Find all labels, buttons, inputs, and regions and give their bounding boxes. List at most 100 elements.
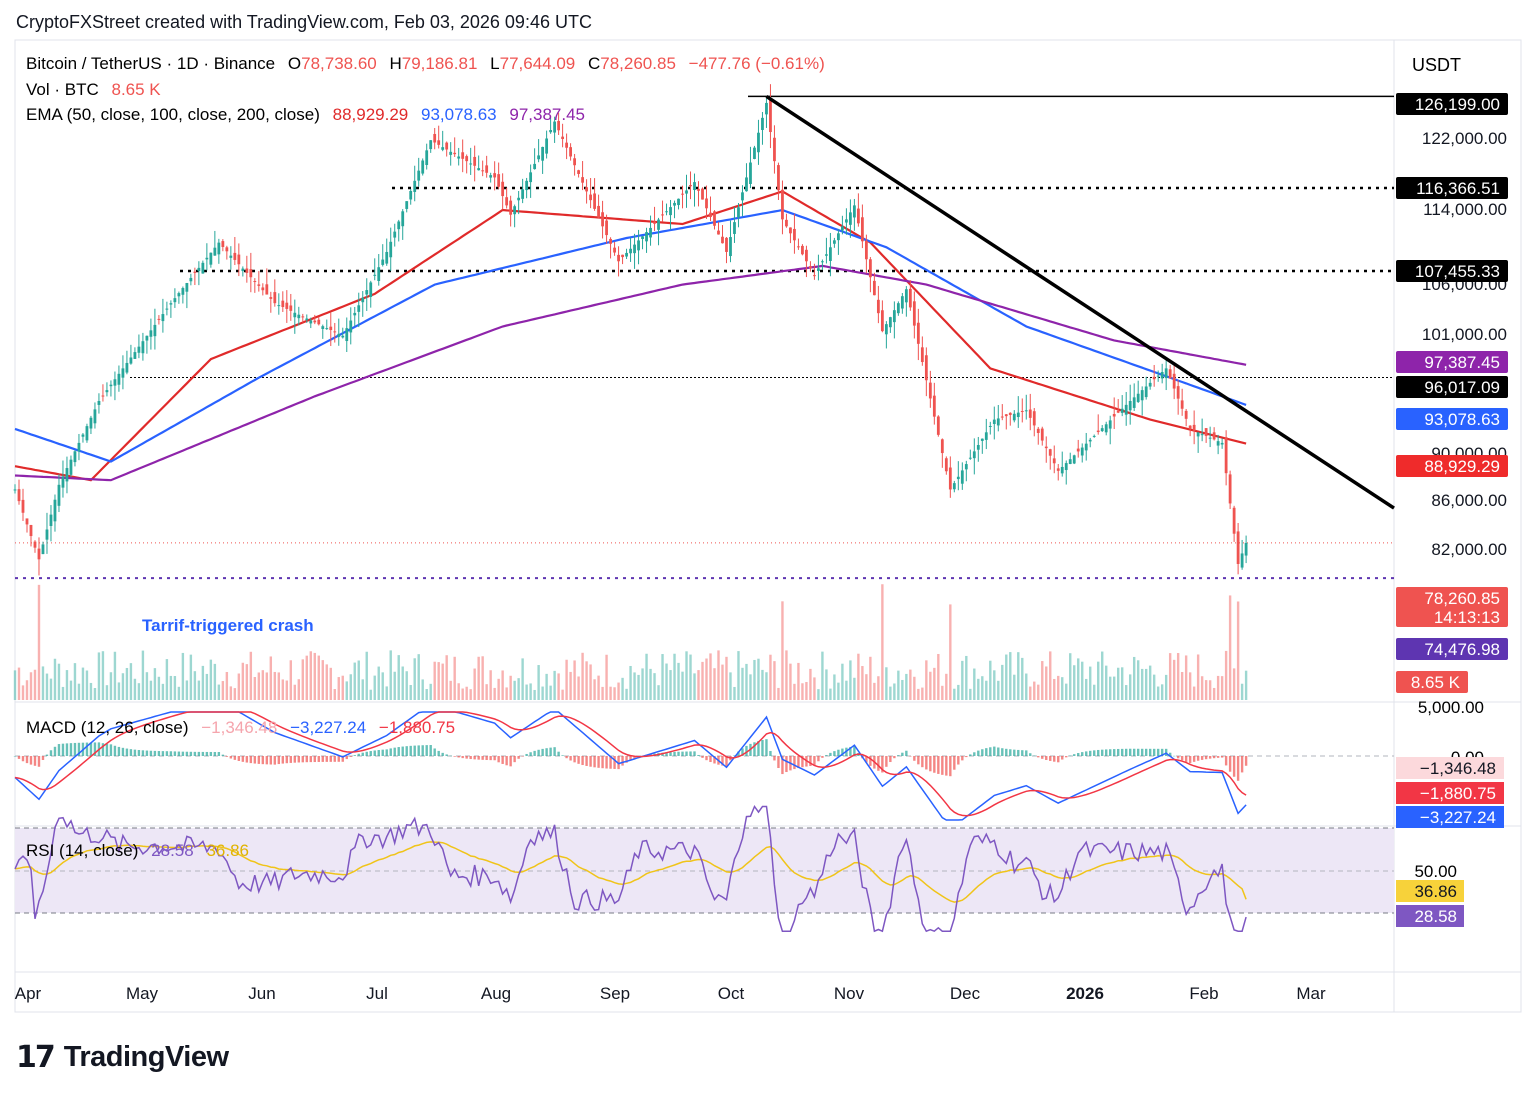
macd-hist-bar [461, 756, 464, 759]
candle [1080, 447, 1084, 456]
descending-trendline[interactable] [765, 94, 1395, 510]
candle [469, 163, 473, 165]
volume-bar [1085, 678, 1088, 700]
macd-hist-bar [965, 756, 968, 758]
price-label: 126,199.00 [1415, 95, 1500, 114]
rsi-legend: RSI (14, close) 28.58 36.86 [26, 841, 249, 860]
volume-bar [961, 660, 964, 700]
macd-hist-bar [473, 756, 476, 760]
candle [541, 146, 545, 161]
macd-hist-bar [17, 756, 21, 759]
price-label-bg [1396, 408, 1508, 430]
candle [1076, 448, 1080, 452]
macd-legend: MACD (12, 26, close) −1,346.48 −3,227.24… [26, 718, 455, 737]
macd-hist-bar [89, 742, 93, 756]
price-label-bg [1396, 93, 1508, 115]
macd-hist-bar [829, 752, 832, 756]
macd-hist-bar [897, 755, 900, 756]
macd-hist-bar [405, 746, 408, 756]
volume-bar [989, 660, 992, 700]
macd-hist-bar [941, 756, 944, 775]
volume-bar [1244, 670, 1248, 700]
volume-bar [217, 684, 221, 700]
macd-hist-bar [109, 744, 113, 756]
volume-bar [745, 663, 748, 700]
ema-lines [14, 190, 1247, 482]
volume-bar [809, 668, 812, 700]
volume-bar [309, 651, 312, 700]
macd-hist-bar [317, 756, 320, 762]
volume-bar [701, 661, 704, 700]
volume-bar [957, 684, 960, 700]
volume-bar [245, 664, 249, 700]
macd-hist-bar [481, 756, 484, 760]
candle [145, 335, 149, 341]
candle [932, 395, 936, 417]
volume-bar [273, 671, 277, 700]
volume-bar [965, 655, 968, 700]
legend-line-3: EMA (50, close, 100, close, 200, close) … [26, 105, 585, 124]
price-label: 78,260.85 [1424, 589, 1500, 608]
volume-bar [1057, 675, 1060, 700]
macd-hist-bar [1156, 748, 1160, 756]
macd-hist-bar [1005, 748, 1008, 756]
candle [493, 173, 497, 178]
volume-bar [849, 660, 852, 700]
volume-bar [401, 666, 404, 700]
volume-bar [769, 654, 772, 700]
tradingview-logo[interactable]: 17 TradingView [16, 1040, 229, 1075]
candle [1236, 531, 1240, 564]
macd-hist-bar [525, 753, 528, 756]
macd-hist-bar [1228, 756, 1232, 772]
candle [93, 409, 97, 424]
time-axis[interactable]: Apr May Jun Jul Aug Sep Oct Nov Dec 2026 Feb Mar [15, 984, 1326, 1003]
candle [685, 190, 688, 194]
volume-bar [1224, 650, 1228, 700]
candle [876, 299, 880, 314]
macd-hist-bar [633, 756, 636, 759]
time-label: Jul [366, 984, 388, 1003]
volume-bar [725, 656, 728, 700]
volume-bar [981, 676, 984, 700]
candle [501, 181, 505, 197]
volume-bar [605, 654, 608, 700]
candle [952, 483, 956, 490]
volume-bar [365, 651, 368, 700]
currency-label[interactable]: USDT [1412, 55, 1461, 75]
candle [213, 247, 217, 256]
candle [61, 476, 65, 488]
candle [1020, 410, 1024, 412]
volume-bar [333, 689, 336, 700]
candle [1108, 420, 1112, 429]
macd-hist-bar [809, 756, 812, 767]
volume-bar [601, 686, 604, 700]
volume-bar [549, 685, 552, 700]
volume-bar [305, 655, 308, 700]
candle [765, 102, 768, 115]
candle [833, 240, 836, 244]
volume-bar [261, 670, 265, 700]
volume-bar [1097, 661, 1100, 700]
macd-hist-bar [689, 751, 692, 756]
macd-hist-bar [909, 756, 912, 757]
macd-hist-bar [297, 756, 300, 763]
volume-bar [1053, 678, 1056, 700]
candle [73, 451, 77, 463]
candle [733, 222, 736, 234]
open-value: 78,738.60 [301, 54, 377, 73]
candle [1100, 428, 1104, 432]
macd-hist-bar [329, 756, 332, 762]
volume-bar [1228, 595, 1232, 700]
candle [777, 165, 780, 191]
volume-bar [385, 686, 388, 700]
macd-hist-bar [145, 750, 149, 756]
price-label: 116,366.51 [1416, 179, 1500, 198]
macd-hist-bar [1061, 756, 1064, 760]
price-axis[interactable]: 122,000.00114,000.00106,000.00101,000.00… [1396, 93, 1508, 927]
candle [369, 282, 373, 297]
candle [956, 476, 960, 480]
volume-bar [37, 584, 41, 700]
volume-bar [461, 688, 464, 700]
volume-bar [145, 672, 149, 700]
